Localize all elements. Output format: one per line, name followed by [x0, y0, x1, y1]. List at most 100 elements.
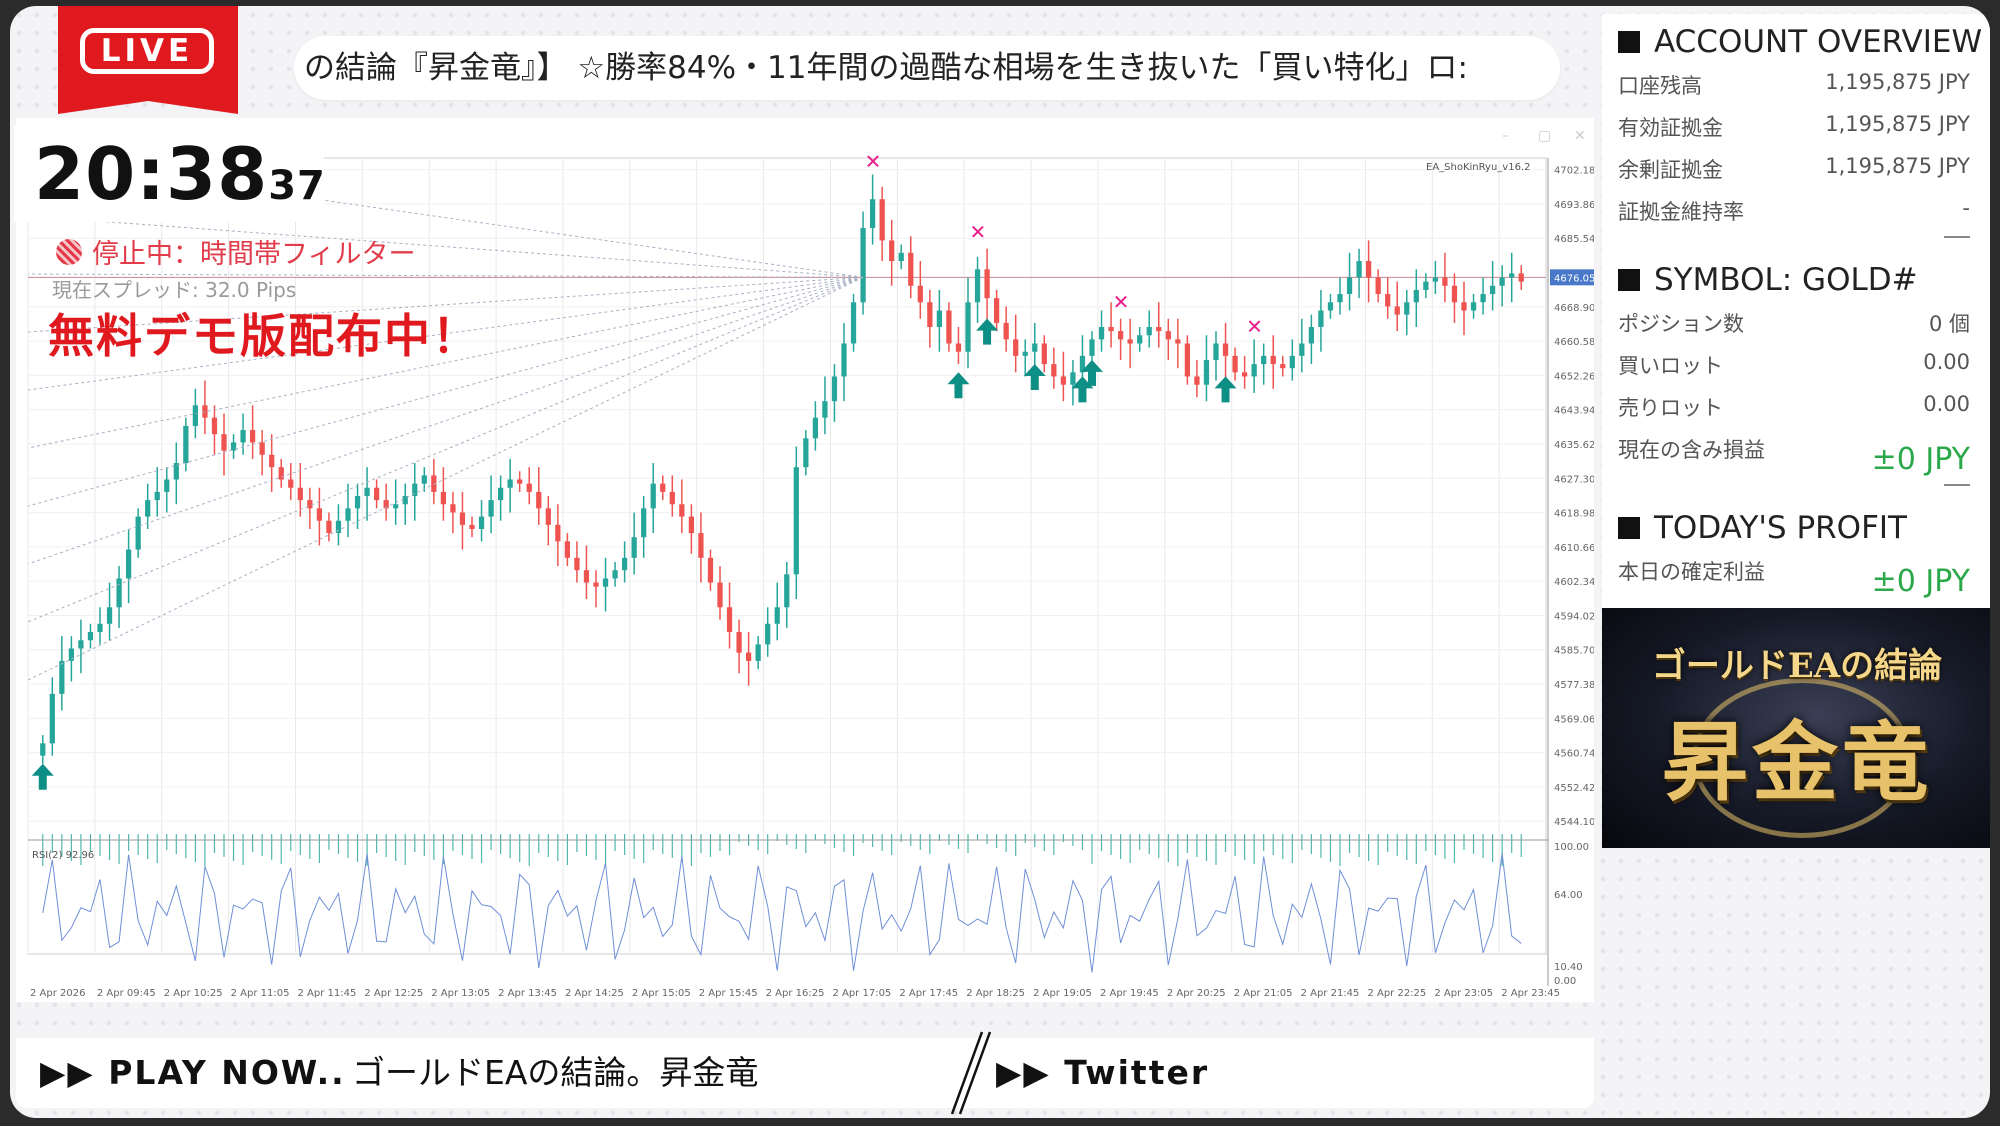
x-tick-label: 2 Apr 09:45 [97, 988, 156, 999]
sell-mark-icon: ✕ [970, 220, 987, 244]
candle [736, 632, 742, 653]
candle [517, 479, 523, 484]
x-tick-label: 2 Apr 13:45 [498, 988, 557, 999]
candle [974, 269, 981, 303]
account-row: 余剰証拠金 1,195,875 JPY [1618, 154, 1970, 190]
x-tick-label: 2 Apr 14:25 [565, 988, 624, 999]
candle [1156, 327, 1162, 332]
candle [688, 516, 695, 534]
candle [1365, 261, 1372, 278]
candle [78, 640, 84, 649]
candle [936, 310, 943, 327]
candle [1308, 327, 1315, 344]
buy-arrow-icon [31, 763, 54, 790]
minimize-icon[interactable]: – [1502, 128, 1509, 144]
x-tick-label: 2 Apr 11:45 [297, 988, 356, 999]
candle [154, 491, 160, 501]
candle [726, 607, 733, 633]
candle [1432, 277, 1439, 282]
fan-line [27, 276, 864, 623]
candle [373, 487, 380, 501]
symbol-row: 売りロット 0.00 [1618, 392, 1970, 428]
candle [641, 508, 647, 538]
candle [879, 199, 885, 241]
candle [478, 516, 485, 529]
candle [125, 549, 132, 579]
candle [335, 520, 342, 534]
x-tick-label: 2 Apr 17:45 [899, 988, 958, 999]
candle [316, 508, 323, 521]
stop-icon [56, 238, 82, 265]
x-tick-label: 2 Apr 21:05 [1234, 988, 1293, 999]
rsi-tick-label: 100.00 [1554, 842, 1589, 853]
maximize-icon[interactable]: ▢ [1538, 128, 1551, 144]
y-tick-label: 4610.66 [1554, 543, 1594, 554]
rsi-label: RSI(2) 92.96 [32, 850, 94, 861]
candle [59, 660, 65, 694]
candle [431, 475, 437, 492]
candle [860, 228, 866, 303]
candle [40, 743, 46, 756]
y-tick-label: 4635.62 [1554, 440, 1594, 451]
candle [526, 483, 532, 492]
square-bullet-icon [1618, 269, 1640, 291]
candle [784, 574, 790, 608]
candle [841, 343, 847, 377]
row-value: 0.00 [1923, 392, 1970, 416]
candle [1270, 355, 1276, 365]
candle [984, 269, 990, 299]
candle [946, 310, 952, 344]
row-value: 1,195,875 JPY [1825, 70, 1970, 94]
buy-arrow-icon [1023, 363, 1046, 390]
candle [1337, 294, 1343, 303]
fan-line [27, 276, 864, 391]
candle [612, 570, 618, 579]
candle [698, 533, 704, 558]
x-tick-label: 2 Apr 19:05 [1033, 988, 1092, 999]
account-row: 口座残高 1,195,875 JPY [1618, 70, 1970, 106]
candle [412, 483, 418, 496]
fan-line [27, 276, 864, 449]
current-price-tag [1550, 269, 1594, 286]
y-tick-label: 4643.94 [1554, 406, 1594, 417]
candle [383, 500, 389, 509]
candle [1509, 273, 1515, 278]
candle [602, 578, 609, 587]
y-tick-label: 4627.30 [1554, 474, 1594, 485]
candle [898, 252, 904, 262]
x-tick-label: 2 Apr 19:45 [1100, 988, 1159, 999]
candle [917, 285, 923, 303]
candle [1060, 376, 1067, 385]
candle [278, 467, 284, 480]
candle [1423, 281, 1429, 290]
candle [583, 570, 590, 583]
candle [1318, 310, 1324, 327]
buy-arrow-icon [1214, 376, 1237, 403]
fan-line [27, 276, 864, 333]
twitter-link[interactable]: ▶▶ Twitter [996, 1053, 1210, 1092]
candle [1413, 289, 1419, 303]
account-row: 証拠金維持率 - [1618, 196, 1970, 232]
news-ticker: の結論『昇金竜』】 ☆勝率84%・11年間の過酷な相場を生き抜いた「買い特化」ロ… [294, 36, 1560, 100]
candle [1051, 364, 1057, 377]
candle [221, 434, 227, 451]
candle [536, 491, 542, 509]
y-tick-label: 4569.06 [1554, 714, 1594, 725]
candle [459, 512, 466, 525]
candle [660, 483, 666, 492]
candle [1203, 359, 1210, 385]
x-tick-label: 2 Apr 13:05 [431, 988, 490, 999]
y-tick-label: 4618.98 [1554, 509, 1594, 520]
play-now-label: ▶▶ PLAY NOW.. [40, 1053, 346, 1092]
candle [745, 652, 752, 661]
price-chart[interactable]: 2 Apr 2026 2 Apr 09:45 2 Apr 10:25 2 Apr 11… [16, 118, 1594, 1002]
candle [345, 508, 351, 521]
close-icon[interactable]: ✕ [1574, 128, 1586, 144]
candle [1470, 302, 1477, 311]
symbol-row: 現在の含み損益 ±0 JPY [1618, 434, 1970, 482]
symbol-title: SYMBOL: GOLD# [1618, 262, 1918, 298]
candle [1127, 339, 1133, 344]
row-value: 0 個 [1928, 312, 1970, 336]
x-tick-label: 2 Apr 16:25 [766, 988, 825, 999]
y-tick-label: 4544.10 [1554, 817, 1594, 828]
